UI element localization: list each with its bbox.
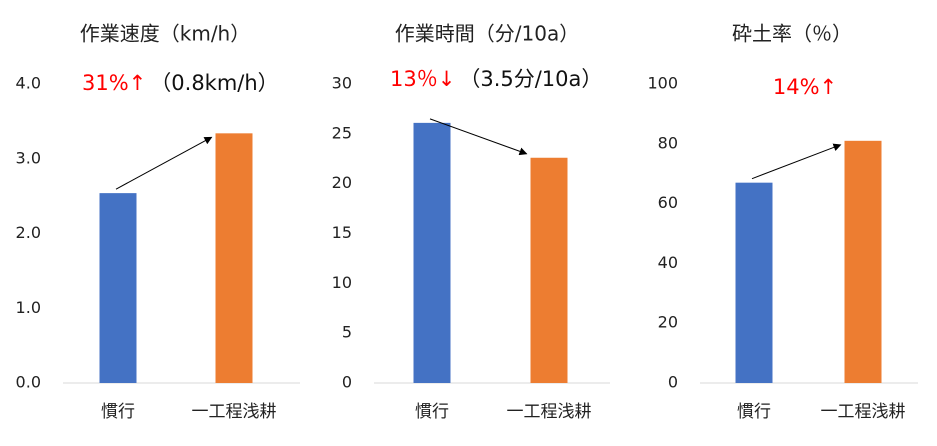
chart-title: 作業時間（分/10a）	[395, 22, 579, 46]
bar	[844, 140, 882, 383]
trend-arrow	[751, 143, 842, 180]
chart-title: 砕土率（％）	[732, 22, 852, 46]
y-tick-label: 20	[332, 173, 352, 192]
x-tick-label: 一工程浅耕	[821, 402, 906, 422]
annotation-change: 14%↑	[773, 75, 837, 99]
y-tick-label: 0	[342, 373, 352, 392]
y-tick-label: 10	[332, 273, 352, 292]
bar	[99, 193, 137, 383]
x-tick-label: 慣行	[101, 402, 135, 422]
bar	[735, 182, 773, 383]
y-tick-label: 5	[342, 323, 352, 342]
annotation-change: 13％↓	[390, 67, 455, 91]
annotation: 31%↑ （0.8km/h）	[82, 71, 279, 95]
annotation-note: （3.5分/10a）	[459, 67, 602, 91]
annotation: 14%↑	[773, 75, 837, 99]
y-tick-label: 2.0	[16, 223, 41, 242]
y-tick-label: 0	[668, 373, 678, 392]
y-tick-label: 60	[658, 193, 678, 212]
bar	[530, 157, 568, 383]
x-tick-label: 一工程浅耕	[192, 402, 277, 422]
y-tick-label: 100	[647, 74, 678, 93]
annotation: 13％↓ （3.5分/10a）	[390, 67, 602, 91]
y-tick-label: 30	[332, 74, 352, 93]
y-tick-label: 25	[332, 123, 352, 142]
y-tick-label: 0.0	[16, 373, 41, 392]
trend-arrow	[429, 118, 528, 156]
annotation-note: （0.8km/h）	[150, 71, 278, 95]
y-tick-label: 20	[658, 313, 678, 332]
x-tick-label: 慣行	[737, 402, 771, 422]
y-tick-label: 4.0	[16, 74, 41, 93]
y-tick-label: 3.0	[16, 148, 41, 167]
y-tick-label: 80	[658, 133, 678, 152]
y-tick-label: 15	[332, 223, 352, 242]
y-tick-label: 1.0	[16, 298, 41, 317]
trend-arrow	[115, 136, 213, 190]
y-tick-label: 40	[658, 253, 678, 272]
chart-title: 作業速度（km/h）	[80, 22, 250, 46]
bar	[413, 122, 451, 384]
x-tick-label: 慣行	[415, 402, 449, 422]
bar	[215, 133, 253, 383]
x-tick-label: 一工程浅耕	[507, 402, 592, 422]
annotation-change: 31%↑	[82, 71, 146, 95]
